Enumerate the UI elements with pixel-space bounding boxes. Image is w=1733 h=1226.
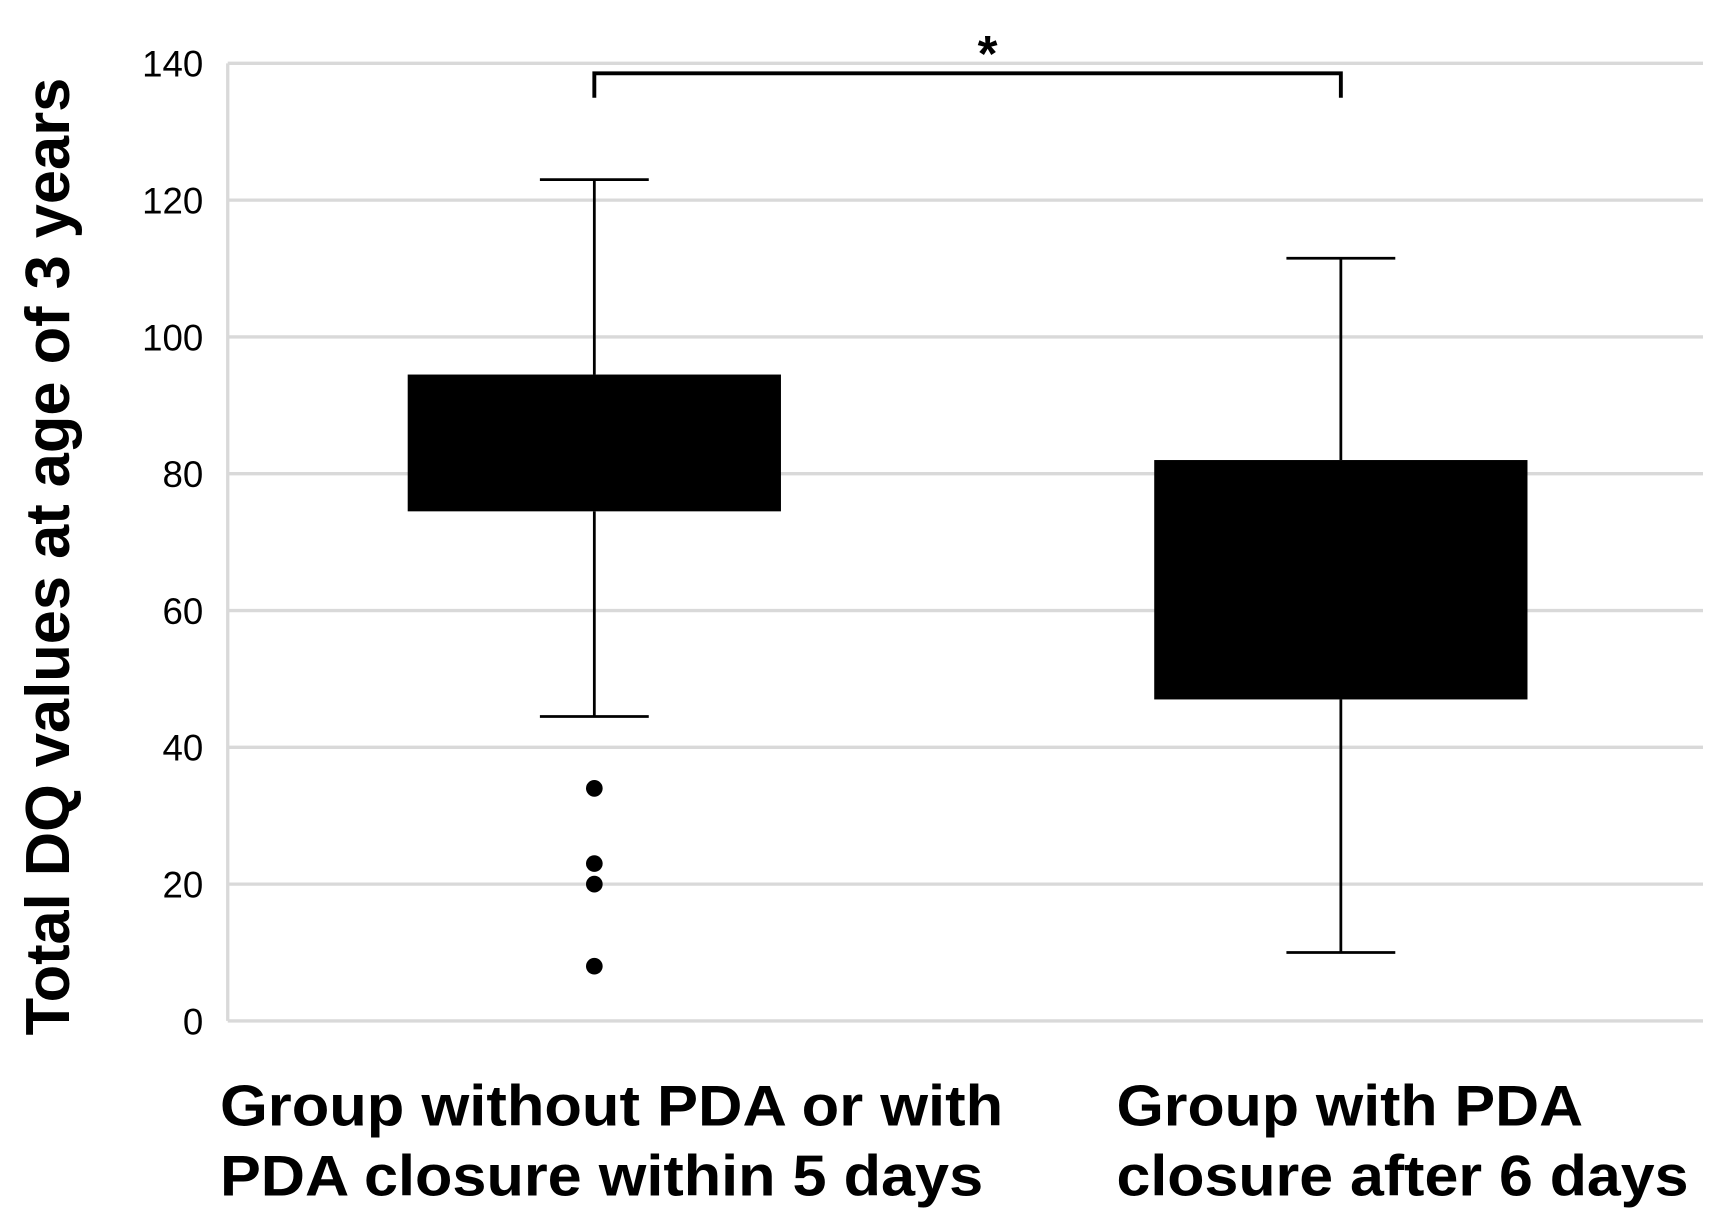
x-category-label-line: PDA closure within 5 days <box>220 1144 983 1208</box>
y-tick-label: 100 <box>142 317 203 358</box>
y-tick-label: 40 <box>163 728 204 769</box>
x-axis-category-labels: Group without PDA or with PDA closure wit… <box>220 1074 1689 1208</box>
y-tick-label: 140 <box>142 44 203 85</box>
x-category-label-line: Group without PDA or with <box>220 1074 1003 1138</box>
x-category-label-line: Group with PDA <box>1116 1074 1583 1138</box>
y-tick-label: 120 <box>142 180 203 221</box>
y-tick-label: 60 <box>163 591 204 632</box>
significance-bracket <box>592 71 1343 98</box>
outlier-point <box>585 855 603 872</box>
x-category-label: Group with PDA closure after 6 days <box>1116 1074 1688 1208</box>
y-tick-label: 80 <box>163 454 204 495</box>
x-category-label: Group without PDA or with PDA closure wit… <box>220 1074 1003 1208</box>
box-iqr <box>1154 460 1528 700</box>
outlier-point <box>585 957 603 975</box>
outlier-point <box>585 780 603 797</box>
significance-asterisk: * <box>978 25 998 82</box>
box-iqr <box>407 374 781 512</box>
y-tick-label: 0 <box>183 1001 203 1042</box>
boxes <box>407 178 1528 975</box>
y-axis-ticks: 0 20 40 60 80 100 120 140 <box>142 44 203 1043</box>
significance-annotation: * <box>592 25 1343 98</box>
y-tick-label: 20 <box>163 864 204 905</box>
x-category-label-line: closure after 6 days <box>1116 1144 1688 1208</box>
outlier-point <box>585 875 603 893</box>
y-axis-label: Total DQ values at age of 3 years <box>14 78 83 1036</box>
